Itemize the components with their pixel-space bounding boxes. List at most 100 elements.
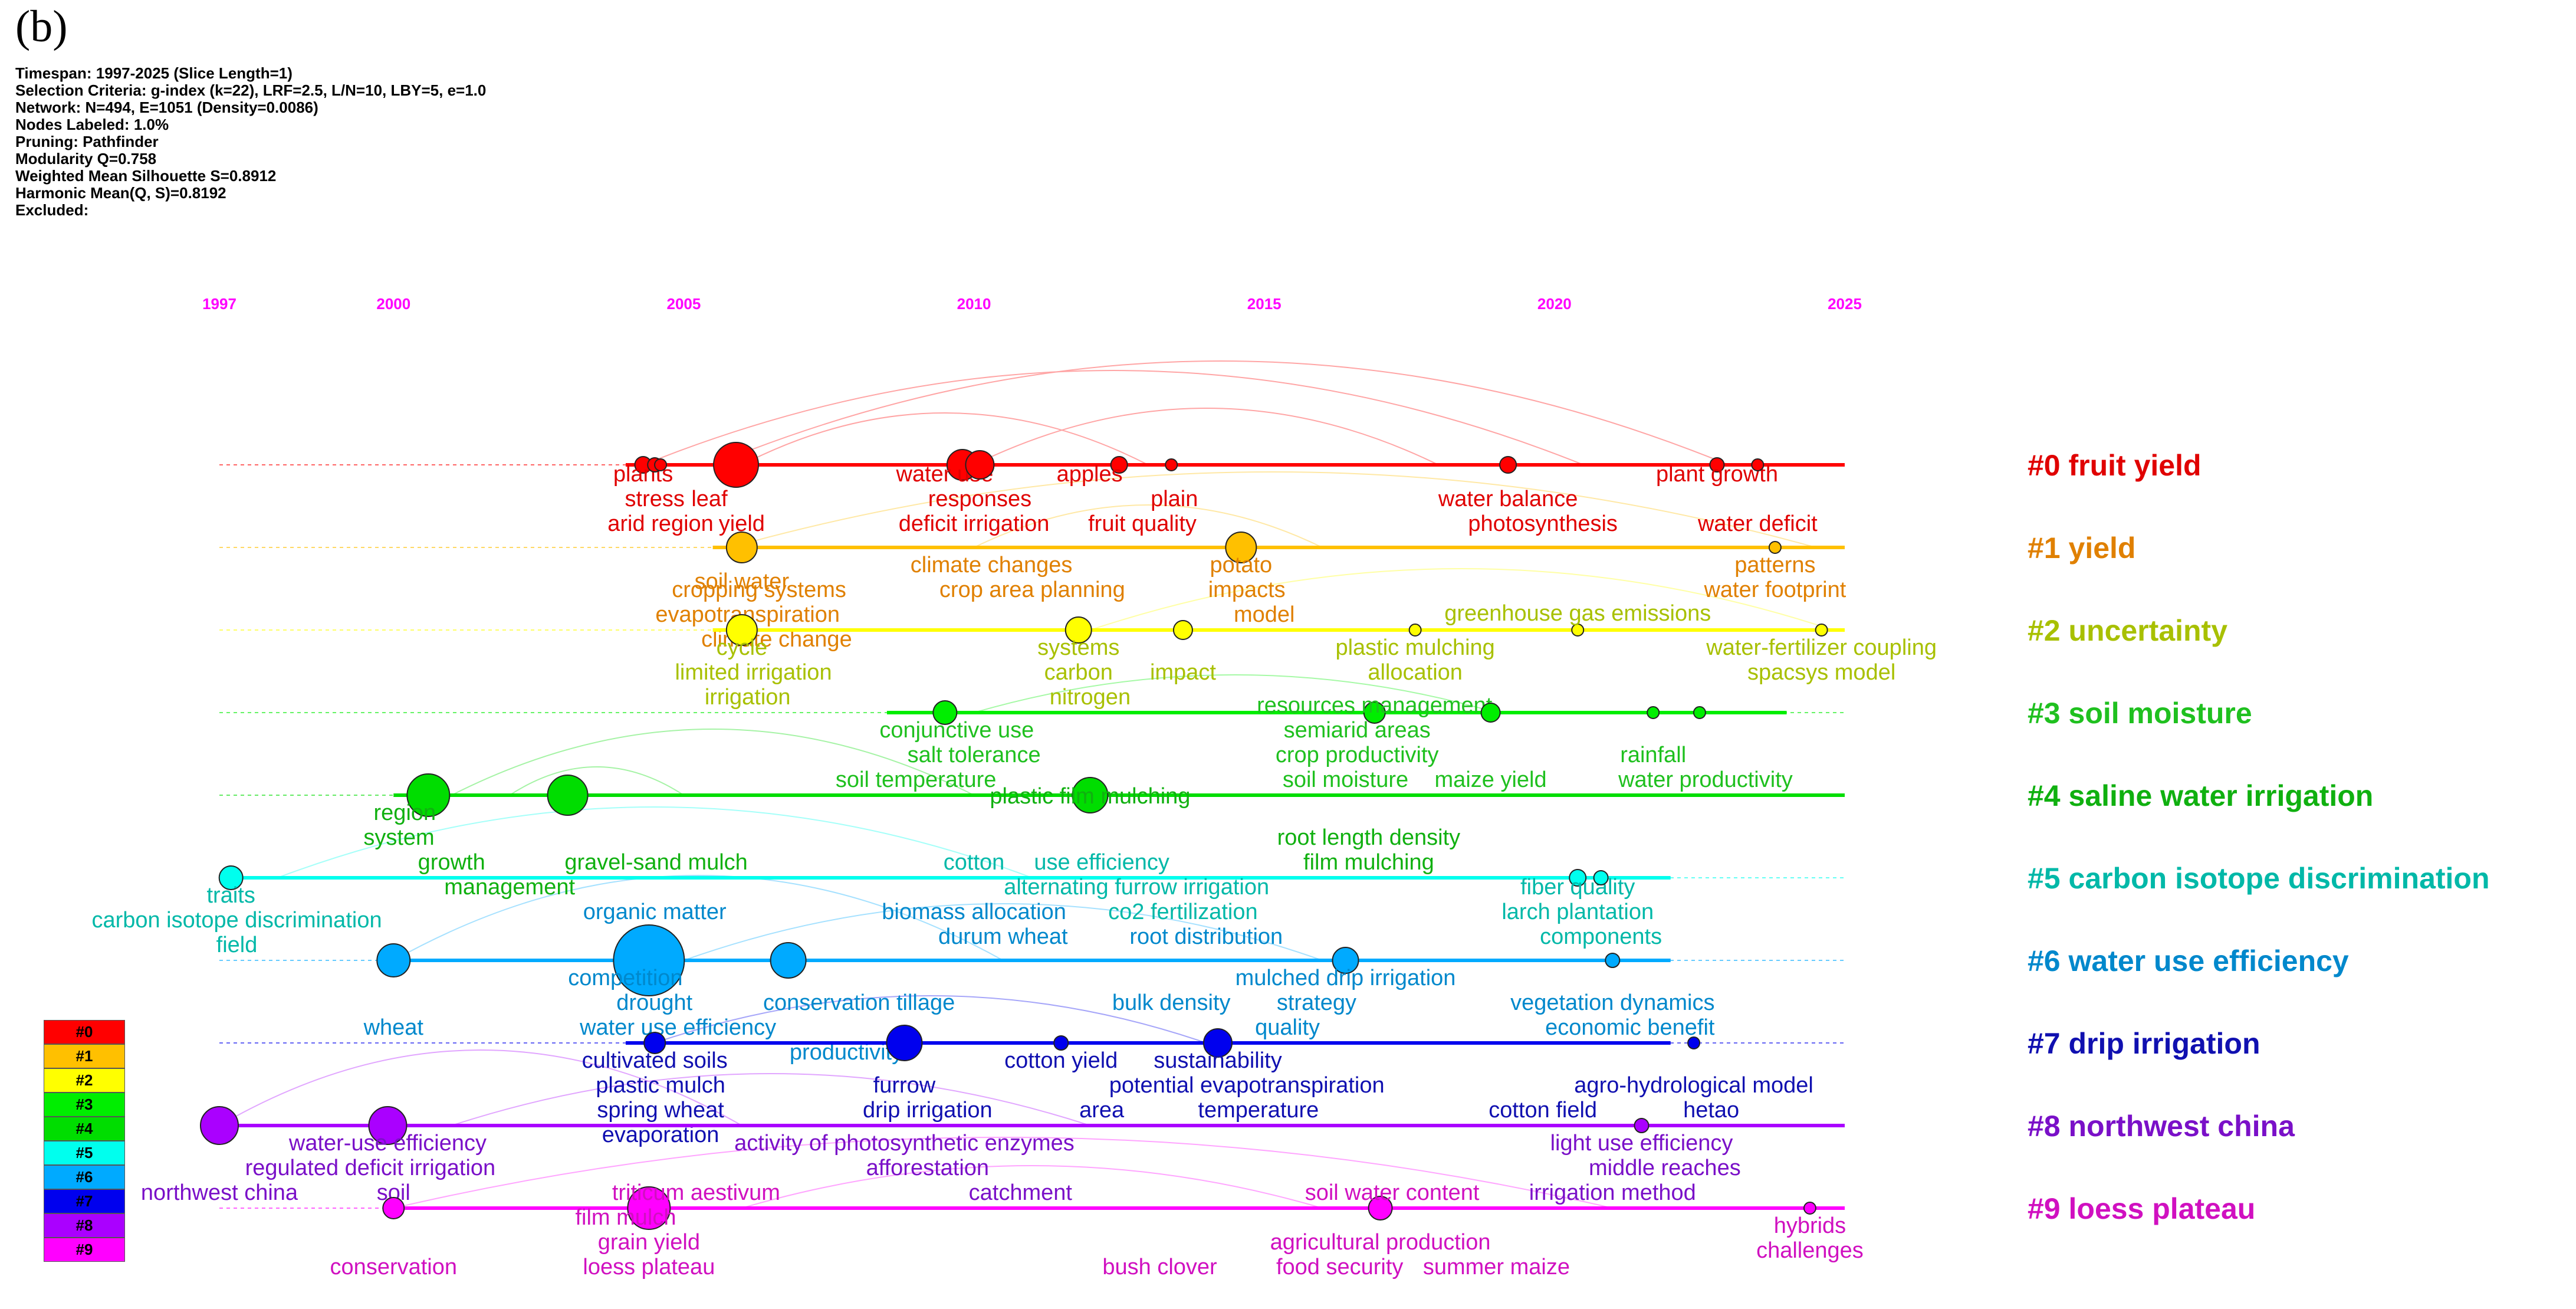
node-label: potential evapotranspiration <box>1109 1073 1385 1098</box>
node-label: region <box>374 801 436 825</box>
node-label: biomass allocation <box>882 900 1066 924</box>
node-label: rainfall <box>1620 743 1686 767</box>
meta-network: Network: N=494, E=1051 (Density=0.0086) <box>15 99 318 116</box>
node-label: crop area planning <box>939 578 1125 602</box>
node-label: carbon <box>1044 660 1113 685</box>
cluster-label-1: #1 yield <box>2028 532 2135 565</box>
node-label: systems <box>1037 635 1119 660</box>
cluster-node <box>1647 706 1660 719</box>
node-label: fruit quality <box>1088 511 1197 536</box>
node-label: food security <box>1276 1255 1403 1280</box>
node-label: film mulch <box>575 1205 676 1230</box>
cluster-node <box>406 773 451 817</box>
cluster-node <box>218 865 244 890</box>
citation-arc <box>509 766 684 796</box>
node-label: alternating furrow irrigation <box>1004 875 1269 900</box>
node-label: wheat <box>363 1015 424 1040</box>
node-label: components <box>1540 924 1662 949</box>
node-label: soil water content <box>1305 1180 1480 1205</box>
cluster-color-legend: #0 #1 #2 #3 #4 #5 #6 #7 #8 #9 <box>44 1020 125 1262</box>
node-label: plastic mulch <box>596 1073 725 1098</box>
node-label: conservation <box>330 1255 457 1280</box>
node-label: economic benefit <box>1545 1015 1715 1040</box>
node-label: soil moisture <box>1283 767 1408 792</box>
cluster-node <box>1408 624 1422 637</box>
citation-arc <box>712 360 1729 465</box>
citation-arc <box>974 504 1323 548</box>
citation-arc <box>1090 568 1834 631</box>
node-label: water-fertilizer coupling <box>1706 635 1937 660</box>
cluster-node <box>1202 1028 1233 1058</box>
node-label: triticum aestivum <box>612 1180 780 1205</box>
year-tick-2005: 2005 <box>667 295 701 313</box>
panel-tag: (b) <box>15 2 68 51</box>
cluster-node <box>1172 620 1193 640</box>
meta-harmonic-mean: Harmonic Mean(Q, S)=0.8192 <box>15 184 226 202</box>
node-label: quality <box>1255 1015 1320 1040</box>
cluster-node <box>713 442 760 488</box>
cluster-label-8: #8 northwest china <box>2028 1110 2295 1143</box>
legend-swatch: #8 <box>44 1213 125 1238</box>
node-label: grain yield <box>598 1230 700 1255</box>
cluster-node <box>627 1186 671 1230</box>
cluster-node <box>654 458 668 471</box>
cluster-node <box>1480 703 1501 723</box>
cluster-node <box>886 1025 923 1061</box>
cluster-label-6: #6 water use efficiency <box>2028 944 2349 977</box>
cluster-node <box>770 942 807 979</box>
cluster-node <box>932 700 958 725</box>
node-label: impacts <box>1208 578 1286 602</box>
node-label: area <box>1079 1098 1125 1123</box>
node-label: allocation <box>1368 660 1463 685</box>
cluster-node <box>1709 457 1725 473</box>
node-label: spring wheat <box>597 1098 724 1123</box>
cluster-node <box>1072 777 1109 813</box>
node-label: durum wheat <box>938 924 1068 949</box>
node-label: larch plantation <box>1501 900 1654 924</box>
meta-silhouette: Weighted Mean Silhouette S=0.8912 <box>15 167 277 185</box>
citation-arc <box>974 408 1439 465</box>
citation-arc <box>277 806 1033 878</box>
node-label: water productivity <box>1618 767 1793 792</box>
legend-swatch: #9 <box>44 1238 125 1262</box>
node-label: salt tolerance <box>908 743 1041 767</box>
cluster-node <box>1368 1196 1393 1221</box>
node-label: deficit irrigation <box>899 511 1050 536</box>
citation-arc <box>730 471 1816 548</box>
node-label: cotton <box>944 850 1005 875</box>
node-label: limited irrigation <box>675 660 832 685</box>
year-tick-2015: 2015 <box>1247 295 1282 313</box>
node-label: furrow <box>873 1073 936 1098</box>
node-label: bush clover <box>1102 1255 1217 1280</box>
citation-arc <box>393 1137 1613 1209</box>
node-label: plastic film mulching <box>990 784 1190 809</box>
node-label: sustainability <box>1154 1048 1282 1073</box>
legend-swatch: #1 <box>44 1044 125 1068</box>
node-label: co2 fertilization <box>1108 900 1257 924</box>
meta-timespan: Timespan: 1997-2025 (Slice Length=1) <box>15 64 293 82</box>
node-label: fiber quality <box>1520 875 1635 900</box>
citation-arc <box>451 729 975 796</box>
node-label: model <box>1234 602 1295 627</box>
year-tick-2020: 2020 <box>1537 295 1572 313</box>
cluster-label-4: #4 saline water irrigation <box>2028 779 2373 812</box>
node-label: vegetation dynamics <box>1510 990 1714 1015</box>
legend-swatch: #0 <box>44 1020 125 1044</box>
node-label: catchment <box>969 1180 1073 1205</box>
cluster-node <box>1815 624 1828 637</box>
citation-arc <box>684 903 1323 961</box>
node-label: hetao <box>1683 1098 1739 1123</box>
legend-swatch: #4 <box>44 1117 125 1141</box>
node-label: organic matter <box>583 900 727 924</box>
node-label: root distribution <box>1129 924 1283 949</box>
meta-modularity: Modularity Q=0.758 <box>15 150 157 168</box>
meta-selection-criteria: Selection Criteria: g-index (k=22), LRF=… <box>15 81 487 99</box>
cluster-node <box>547 775 589 816</box>
node-label: drip irrigation <box>863 1098 993 1123</box>
